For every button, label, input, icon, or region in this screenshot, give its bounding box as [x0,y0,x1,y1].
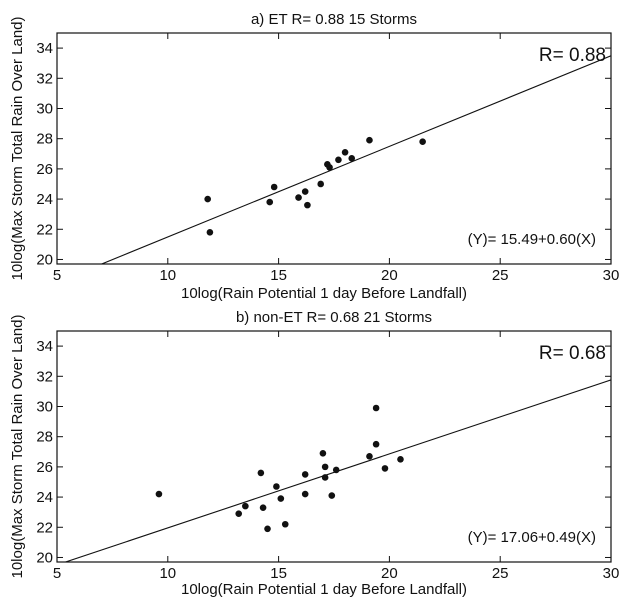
data-point [366,136,373,144]
data-point [348,155,356,162]
y-tick-label: 26 [36,161,53,178]
y-tick-label: 28 [36,131,53,148]
data-point [204,195,211,203]
x-axis-label: 10log(Rain Potential 1 day Before Landfa… [181,581,467,598]
x-tick-label: 15 [270,267,287,284]
x-tick-label: 15 [270,565,287,582]
y-tick-label: 20 [36,549,53,566]
regression-equation: (Y)= 17.06+0.49(X) [468,529,596,546]
x-tick-label: 30 [603,267,620,284]
data-point [397,456,404,463]
plot-frame [56,330,612,563]
data-point [301,490,309,498]
data-point [341,148,349,156]
data-point [328,492,336,499]
data-point [273,483,280,490]
data-point [155,490,163,498]
x-tick-label: 20 [381,267,398,284]
data-point [366,453,373,460]
data-point [266,198,274,206]
chart-title: a) ET R= 0.88 15 Storms [251,11,417,28]
x-tick-label: 10 [159,565,176,582]
regression-line [100,55,611,264]
x-tick-label: 20 [381,565,398,582]
data-point [277,495,285,502]
data-point [321,463,329,471]
x-tick-label: 5 [53,565,61,582]
y-tick-label: 22 [36,221,53,238]
data-point [281,520,289,528]
data-point [326,164,333,171]
data-point [332,466,340,474]
data-point [381,465,389,472]
data-point [295,194,302,201]
chart-title: b) non-ET R= 0.68 21 Storms [236,309,432,326]
y-tick-label: 24 [36,489,53,506]
y-tick-label: 34 [36,338,53,355]
data-point [319,449,327,457]
chart-panel-a: 5 10 15 20 25 30 20 22 24 26 28 30 32 34 a) ET R= 0.88… [9,11,619,302]
y-tick-label: 30 [36,398,53,415]
data-point [419,138,426,146]
r-value-label: R= 0.68 [539,343,606,364]
data-point [317,180,325,188]
y-tick-label: 24 [36,191,53,208]
data-point [259,504,267,511]
data-point [235,510,243,517]
y-tick-label: 34 [36,40,53,57]
r-value-label: R= 0.88 [539,45,606,66]
data-point [321,474,329,481]
data-point [206,228,214,236]
data-point [372,440,380,448]
y-tick-label: 26 [36,459,53,476]
regression-line [63,379,611,562]
x-tick-label: 10 [159,267,176,284]
y-tick-label: 32 [36,70,53,87]
data-point [335,156,342,164]
plot-frame [56,32,612,265]
x-tick-label: 25 [492,565,509,582]
y-tick-label: 28 [36,429,53,446]
y-tick-label: 32 [36,368,53,385]
y-axis-label: 10log(Max Storm Total Rain Over Land) [9,16,26,280]
y-tick-label: 22 [36,519,53,536]
data-point [270,183,278,191]
regression-equation: (Y)= 15.49+0.60(X) [468,231,596,248]
data-point [304,201,311,209]
data-point [242,502,249,510]
x-tick-label: 30 [603,565,620,582]
data-point [257,469,265,477]
x-tick-label: 25 [492,267,509,284]
data-point [264,525,271,533]
data-point [301,471,309,478]
y-tick-label: 30 [36,100,53,117]
data-point [301,188,309,195]
chart-panel-b: 5 10 15 20 25 30 20 22 24 26 28 30 32 34 b) non-ET R= … [9,309,619,598]
x-axis-label: 10log(Rain Potential 1 day Before Landfa… [181,285,467,302]
data-point [372,404,380,412]
y-axis-label: 10log(Max Storm Total Rain Over Land) [9,314,26,578]
y-tick-label: 20 [36,251,53,268]
x-tick-label: 5 [53,267,61,284]
